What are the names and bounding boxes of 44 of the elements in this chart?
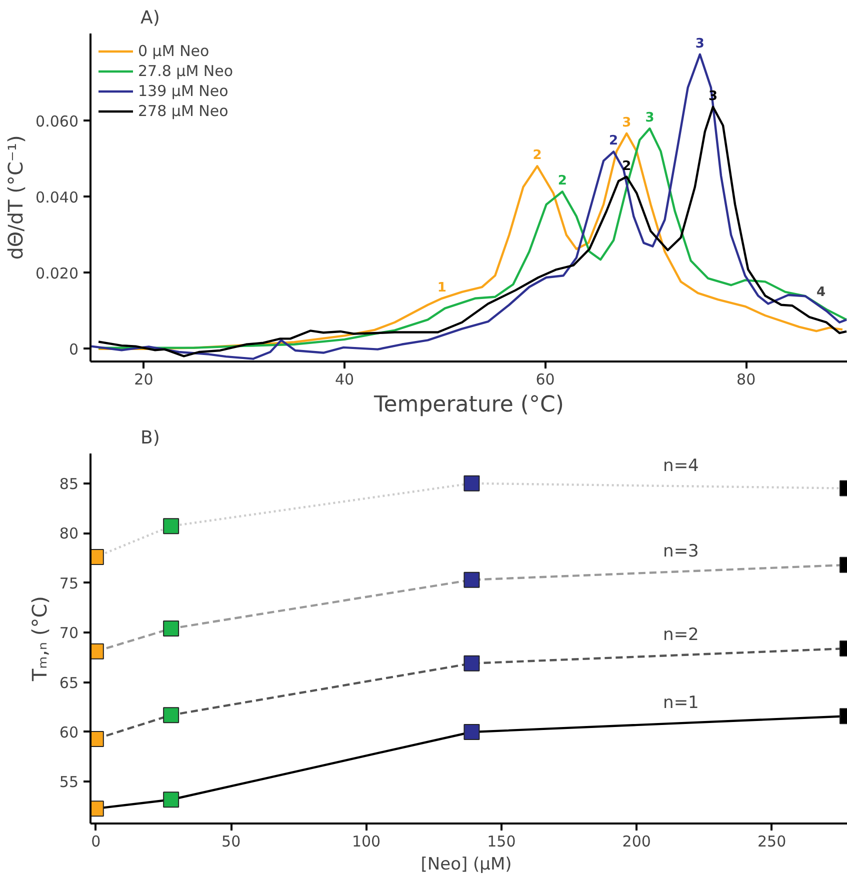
x-tick-label: 60 — [536, 370, 555, 388]
series-label: n=3 — [663, 542, 699, 562]
legend-label: 27.8 μM Neo — [138, 62, 234, 80]
x-tick-label: 0 — [91, 832, 101, 850]
annotation: 1 — [437, 280, 446, 296]
y-tick-label: 85 — [59, 474, 79, 493]
x-tick-label: 250 — [757, 832, 786, 850]
chart-title: B) — [140, 428, 160, 448]
x-axis-title: Temperature (°C) — [373, 392, 564, 418]
x-tick-label: 150 — [487, 832, 516, 850]
series-label: n=2 — [663, 625, 699, 646]
x-tick-label: 50 — [222, 832, 241, 850]
annotation: 2 — [622, 158, 632, 174]
legend-label: 278 μM Neo — [138, 102, 228, 120]
annotation: 2 — [558, 174, 567, 189]
annotation: 4 — [816, 284, 826, 300]
x-tick-label: 200 — [622, 832, 651, 850]
y-tick-label: 60 — [59, 723, 79, 742]
y-tick-label: 0.040 — [36, 188, 79, 206]
legend-label: 0 μM Neo — [138, 42, 210, 60]
y-tick-label: 80 — [59, 524, 79, 543]
annotation: 3 — [645, 110, 654, 126]
y-tick-label: 0.060 — [36, 112, 79, 130]
x-tick-label: 100 — [352, 832, 381, 850]
y-tick-label: 55 — [59, 773, 79, 792]
y-axis-title: Tₘ,ₙ (°C) — [27, 596, 52, 682]
y-tick-label: 65 — [59, 674, 79, 692]
y-tick-label: 0.020 — [36, 264, 79, 282]
x-tick-label: 40 — [334, 370, 354, 388]
y-tick-label: 0 — [68, 340, 79, 358]
chart-title: A) — [140, 8, 160, 28]
legend-label: 139 μM Neo — [138, 82, 228, 100]
x-tick-label: 20 — [134, 370, 154, 388]
y-tick-label: 75 — [59, 574, 79, 592]
series-label: n=4 — [663, 456, 699, 476]
annotation: 3 — [695, 36, 704, 52]
annotation: 3 — [622, 115, 632, 130]
annotation: 2 — [532, 148, 542, 164]
x-tick-label: 80 — [736, 370, 756, 388]
series-label: n=1 — [663, 693, 699, 714]
y-tick-label: 70 — [59, 624, 79, 642]
annotation: 2 — [609, 134, 618, 149]
x-axis-title: [Neo] (μM) — [420, 854, 512, 874]
y-axis-title: dΘ/dT (°C⁻¹) — [4, 135, 28, 260]
